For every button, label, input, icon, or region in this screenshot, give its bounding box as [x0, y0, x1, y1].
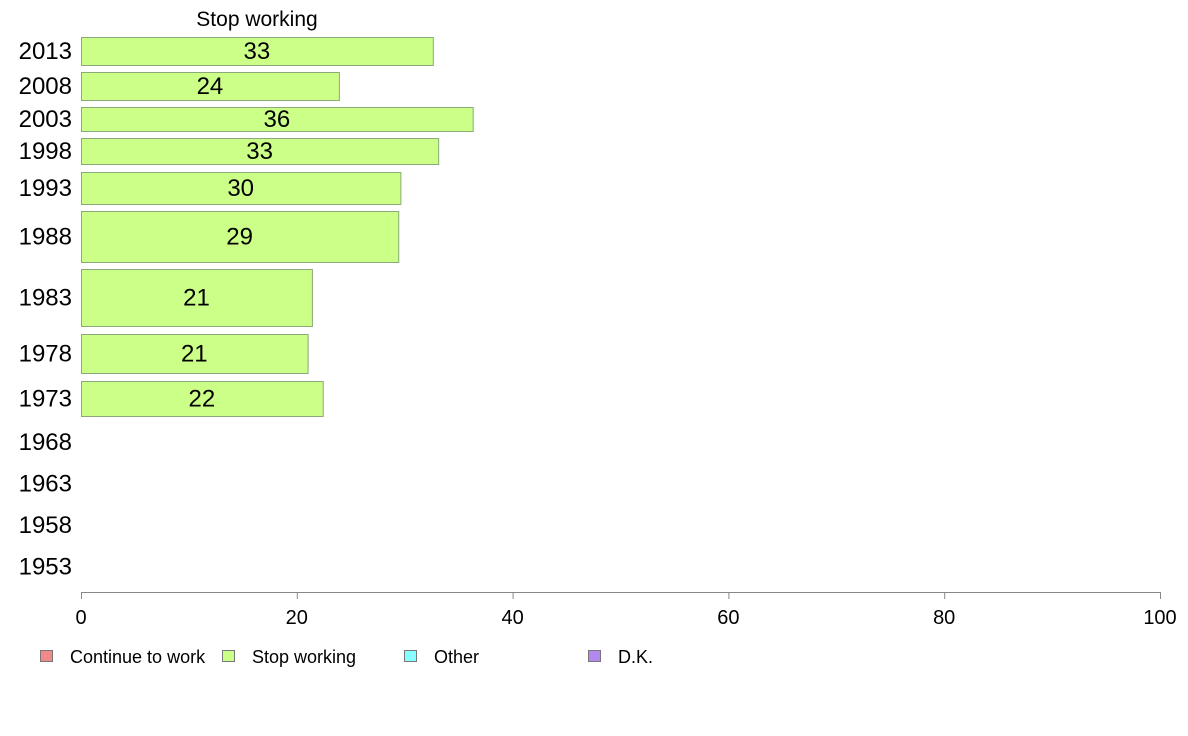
data-label: 22 — [188, 386, 215, 413]
y-tick-label: 2013 — [19, 38, 72, 65]
chart-title: Stop working — [196, 8, 317, 31]
y-tick-label: 1993 — [19, 175, 72, 202]
x-tick-label: 20 — [286, 607, 308, 629]
x-tick-label: 60 — [717, 607, 739, 629]
legend-swatch — [40, 650, 53, 662]
y-tick-label: 1978 — [19, 341, 72, 368]
y-tick-label: 1998 — [19, 138, 72, 165]
y-tick-label: 1958 — [19, 512, 72, 539]
y-tick-label: 2003 — [19, 106, 72, 133]
y-tick-label: 1968 — [19, 429, 72, 456]
x-tick-label: 80 — [933, 607, 955, 629]
bar — [81, 211, 400, 263]
y-tick-label: 1983 — [19, 285, 72, 312]
data-label: 21 — [181, 341, 208, 368]
data-label: 21 — [183, 285, 210, 312]
bar — [81, 138, 440, 165]
x-tick-label: 100 — [1143, 607, 1176, 629]
bar — [81, 269, 313, 327]
legend-swatch — [222, 650, 235, 662]
x-tick-label: 40 — [501, 607, 523, 629]
data-label: 33 — [244, 38, 271, 65]
data-label: 29 — [226, 224, 253, 251]
bar — [81, 334, 309, 374]
data-label: 30 — [227, 175, 254, 202]
bar — [81, 172, 402, 205]
legend: Continue to work Stop working Other D.K. — [40, 647, 653, 667]
y-tick-label: 1953 — [19, 554, 72, 581]
y-tick-label: 1973 — [19, 386, 72, 413]
bar — [81, 72, 340, 101]
data-label: 33 — [246, 138, 273, 165]
data-label: 36 — [263, 106, 290, 133]
x-tick-label: 0 — [75, 607, 86, 629]
y-tick-label: 1988 — [19, 224, 72, 251]
legend-swatch — [588, 650, 601, 662]
bar — [81, 37, 434, 66]
legend-swatch — [404, 650, 417, 662]
bar — [81, 107, 474, 132]
y-tick-label: 1963 — [19, 471, 72, 498]
bar — [81, 381, 324, 417]
plot-area: 2013 33 2008 24 2003 36 1998 33 1993 30 1988 29 1983… — [19, 37, 474, 581]
legend-label: Other — [434, 647, 479, 667]
legend-label: Continue to work — [70, 647, 206, 667]
legend-label: Stop working — [252, 647, 356, 667]
y-tick-label: 2008 — [19, 73, 72, 100]
data-label: 24 — [197, 73, 224, 100]
legend-label: D.K. — [618, 647, 653, 667]
x-axis: 0 20 40 60 80 100 — [75, 592, 1177, 629]
